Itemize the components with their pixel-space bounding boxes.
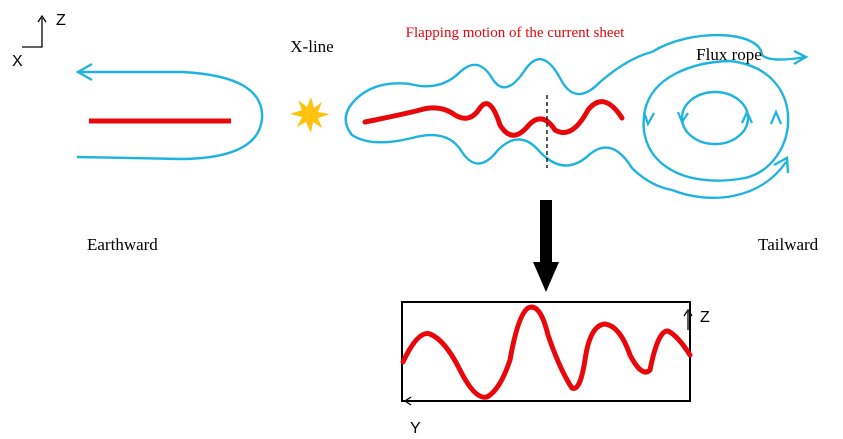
- earthward-label: Earthward: [87, 235, 158, 254]
- inset-current-sheet-wave: [403, 307, 690, 397]
- flux-rope-left-arrowhead-icon: [644, 112, 654, 124]
- axes-lines: [22, 18, 42, 47]
- top-axes: [22, 16, 46, 47]
- x-line-label: X-line: [290, 37, 333, 56]
- inset-axis-label-y: Y: [410, 420, 421, 437]
- inset-axis-label-z: Z: [700, 309, 710, 326]
- flux-rope-right-arrowhead-icon: [771, 112, 781, 124]
- tailward-label: Tailward: [758, 235, 819, 254]
- cross-section-inset-box: [402, 302, 690, 401]
- down-arrow-icon: [533, 200, 559, 292]
- upper-wavy-field-line: [355, 52, 652, 100]
- inset-axes: [405, 310, 692, 405]
- tailward-current-sheet: [365, 102, 622, 136]
- axis-label-z: Z: [56, 12, 66, 29]
- earthward-field-line: [77, 72, 262, 159]
- flux-rope-inner-loop: [682, 92, 748, 144]
- flapping-label: Flapping motion of the current sheet: [406, 25, 626, 41]
- flux-rope-label: Flux rope: [696, 45, 762, 64]
- flux-rope-outgoing-arrowhead-icon: [774, 158, 788, 173]
- x-line-star-icon: [290, 97, 330, 133]
- axis-label-x: X: [12, 53, 23, 70]
